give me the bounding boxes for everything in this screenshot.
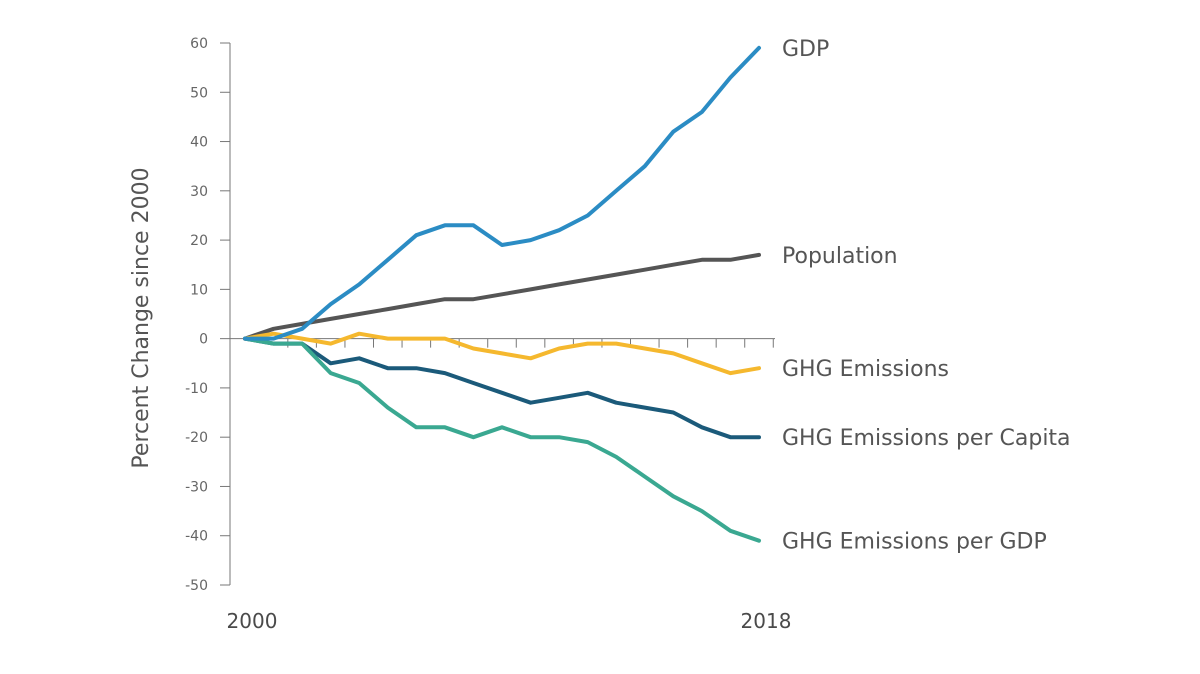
series-label-gdp: GDP [782,37,829,62]
y-tick-label: 20 [190,233,208,249]
y-tick-label: 40 [190,135,208,151]
y-axis: 60 50 40 30 20 10 0 -10 -20 -30 -40 -50 [185,36,231,594]
y-tick-label: -30 [185,479,208,495]
y-tick-label: 60 [190,36,208,52]
series-line-ghg-emissions-per-capita [243,336,761,440]
series-line-ghg-emissions-per-gdp [243,336,761,543]
series-label-ghg-emissions-per-gdp: GHG Emissions per GDP [782,530,1047,555]
series-labels: GDP Population GHG Emissions GHG Emissions … [782,37,1071,555]
series-line-population [243,252,761,341]
x-axis: 2000 2018 [227,338,792,633]
x-tick-label: 2000 [227,609,278,633]
series-label-population: Population [782,244,898,269]
series-line-ghg-emissions [243,331,761,376]
series-line-gdp [243,45,761,341]
series-label-ghg-emissions-per-capita: GHG Emissions per Capita [782,426,1071,451]
series-lines [243,45,761,543]
series-label-ghg-emissions: GHG Emissions [782,357,949,382]
y-tick-label: 50 [190,85,208,101]
y-tick-label: 30 [190,184,208,200]
y-tick-label: 10 [190,282,208,298]
y-tick-label: -20 [185,430,208,446]
y-axis-title: Percent Change since 2000 [129,167,154,468]
y-tick-label: 0 [199,332,208,348]
x-tick-label: 2018 [741,609,792,633]
y-tick-label: -40 [185,529,208,545]
y-tick-label: -50 [185,578,208,594]
y-tick-label: -10 [185,381,208,397]
